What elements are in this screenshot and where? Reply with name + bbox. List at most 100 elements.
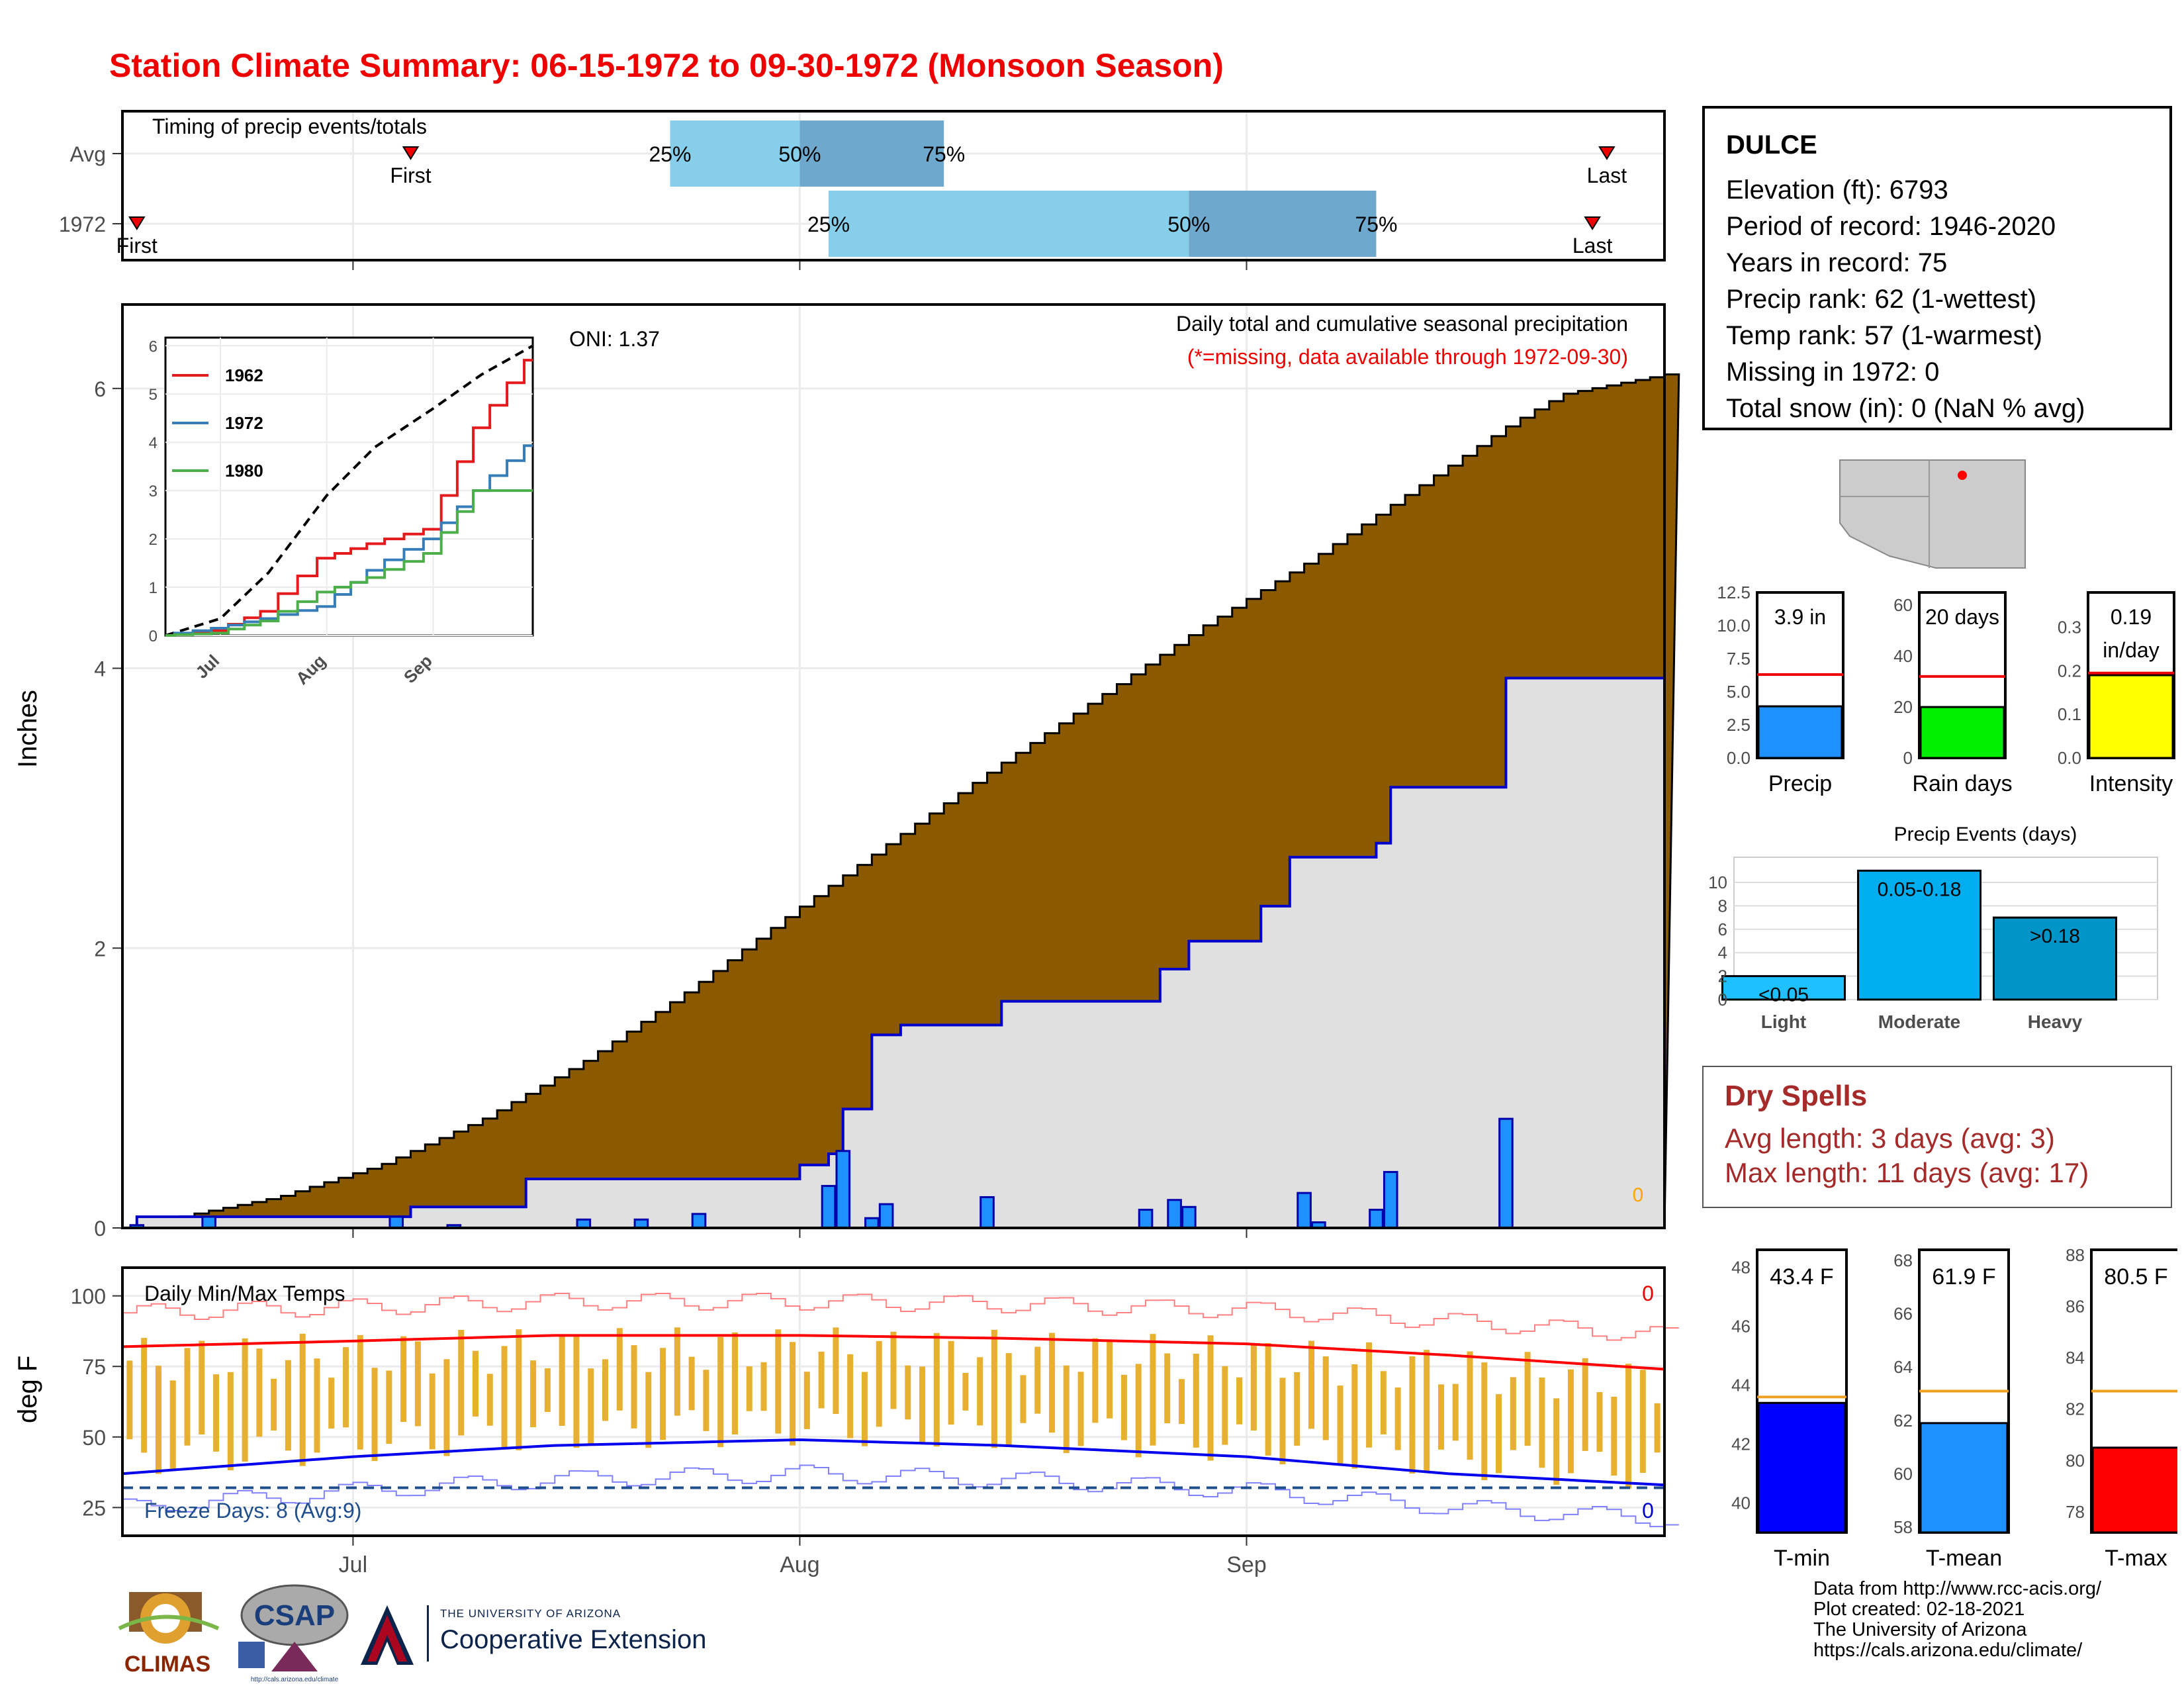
timing-iqr-lower-bar [829, 191, 1189, 257]
precip-events-bar [1857, 869, 1981, 1001]
temp-bar-y-tick-label: 46 [1731, 1317, 1751, 1336]
mini-bar-value [1919, 706, 2005, 759]
station-elevation: Elevation (ft): 6793 [1726, 175, 1948, 205]
temp-top-zero-label: 0 [1642, 1282, 1654, 1305]
inset-legend-label: 1962 [225, 365, 263, 385]
station-name: DULCE [1726, 130, 1817, 160]
temp-bar-value-label: 80.5 F [2104, 1264, 2167, 1289]
credit-line: https://cals.arizona.edu/climate/ [1813, 1640, 2083, 1661]
daily-precip-bar [979, 1196, 995, 1229]
oni-label: ONI: 1.37 [569, 327, 660, 351]
temp-bottom-zero-label: 0 [1642, 1499, 1654, 1523]
precip-events-bar [1993, 916, 2117, 1001]
temp-bar-y-tick-label: 62 [1893, 1411, 1913, 1430]
precip-events-category: Light [1761, 1011, 1806, 1032]
first-event-marker [128, 216, 146, 230]
inset-y-tick-label: 2 [149, 531, 158, 549]
precip-legend-line2: (*=missing, data available through 1972-… [1187, 345, 1628, 369]
temp-bars-chart: 43.4 F 40 42 44 46 48 T-min 61.9 F 58 60 62 64 66 68 T… [1731, 1245, 2177, 1571]
mini-bars-chart: 3.9 in 0.0 2.5 5.0 7.5 10.0 12.5 Precip 20 days 0… [1717, 583, 2175, 796]
mini-bar-y-tick-label: 0.0 [1727, 748, 1751, 768]
temp-bar-value [1757, 1401, 1846, 1534]
station-period: Period of record: 1946-2020 [1726, 212, 2056, 241]
inset-y-tick-label: 5 [149, 386, 158, 404]
temp-bar-value-label: 43.4 F [1770, 1264, 1833, 1289]
daily-precip-bar [691, 1213, 707, 1229]
station-location-marker [1958, 471, 1967, 480]
precip-events-category: Heavy [2028, 1011, 2083, 1032]
temp-bar-y-tick-label: 58 [1893, 1517, 1913, 1537]
temp-bar-label: T-max [2105, 1546, 2167, 1571]
inset-y-tick-label: 6 [149, 338, 158, 355]
last-event-label: Last [1587, 164, 1627, 187]
temp-bar-y-tick-label: 60 [1893, 1464, 1913, 1483]
precip-events-title: Precip Events (days) [1894, 823, 2077, 845]
inset-plot-bg [164, 336, 534, 637]
temp-bar-label: T-min [1774, 1546, 1830, 1571]
precip-events-bar-label: >0.18 [2030, 925, 2080, 947]
inset-y-tick-label: 3 [149, 483, 158, 500]
temp-bar-value-label: 61.9 F [1932, 1264, 1995, 1289]
temp-bar-y-tick-label: 44 [1731, 1376, 1751, 1395]
last-event-marker [1584, 216, 1601, 230]
precip-events-y-tick-label: 10 [1708, 872, 1727, 892]
timing-q50-label: 50% [778, 142, 821, 166]
credit-line: The University of Arizona [1813, 1619, 2027, 1640]
precip-chart: 0 2 4 6 Daily total and cumulative seasonal … [94, 303, 1680, 1241]
credits: Data from http://www.rcc-acis.org/ Plot … [1813, 1579, 2101, 1661]
daily-precip-bar [201, 1215, 216, 1229]
mini-bar-value [1757, 705, 1843, 759]
avg-max-temp-line [122, 1334, 1665, 1371]
mini-bar-y-tick-label: 12.5 [1717, 583, 1751, 602]
mini-bar-y-tick-label: 10.0 [1717, 616, 1751, 635]
ua-divider [427, 1605, 429, 1662]
timing-q25-label: 25% [649, 142, 691, 166]
temp-bar-y-tick-label: 40 [1731, 1493, 1751, 1513]
mini-bar-value-label: in/day [2103, 638, 2159, 662]
mini-bar-label: Intensity [2089, 771, 2173, 796]
temp-bar-value [2091, 1446, 2177, 1534]
temp-bar-y-tick-label: 84 [2066, 1348, 2085, 1368]
temp-chart: 25 50 75 100 Daily Min/Max Temps Freeze Days:… [71, 1266, 1679, 1577]
timing-q75-label: 75% [1355, 212, 1397, 236]
mini-bar-y-tick-label: 20 [1893, 697, 1913, 717]
precip-events-bar-label: <0.05 [1758, 984, 1809, 1006]
timing-plot-border [121, 110, 1666, 261]
timing-iqr-upper-bar [799, 120, 944, 187]
dry-spells-max: Max length: 11 days (avg: 17) [1725, 1157, 2089, 1188]
temp-bar-y-tick-label: 88 [2066, 1245, 2085, 1265]
mini-bar-y-tick-label: 2.5 [1727, 715, 1751, 735]
temp-bar-label: T-mean [1926, 1546, 2002, 1571]
precip-plot-border [121, 303, 1666, 1229]
precip-events-y-tick-label: 0 [1718, 990, 1727, 1009]
last-event-label: Last [1572, 234, 1613, 258]
daily-precip-bar [821, 1185, 837, 1229]
climas-logo: CLIMAS [118, 1592, 220, 1677]
temp-bar-y-tick-label: 78 [2066, 1502, 2085, 1522]
inset-series-line [165, 489, 533, 637]
temp-y-tick-label: 50 [82, 1426, 106, 1450]
last-event-marker [1598, 146, 1615, 160]
dry-spells-box: Dry Spells Avg length: 3 days (avg: 3) M… [1702, 1066, 2172, 1208]
temp-y-tick-label: 100 [71, 1285, 106, 1309]
temp-bar-y-tick-label: 82 [2066, 1399, 2085, 1419]
ua-logo [361, 1605, 414, 1665]
locator-map [1839, 459, 2026, 569]
inset-legend-label: 1980 [225, 461, 263, 481]
mini-bar-y-tick-label: 0.0 [2058, 748, 2081, 768]
daily-precip-bar [835, 1150, 851, 1229]
record-min-line [122, 1464, 1679, 1528]
ua-line1: THE UNIVERSITY OF ARIZONA [440, 1607, 621, 1620]
precip-events-y-tick-label: 6 [1718, 919, 1727, 939]
temp-panel-title: Daily Min/Max Temps [144, 1282, 345, 1305]
daily-precip-bar [1181, 1205, 1197, 1229]
inset-legend-label: 1972 [225, 413, 263, 433]
timing-q25-label: 25% [807, 212, 850, 236]
inset-y-tick-label: 1 [149, 579, 158, 597]
mini-bar-value [2088, 674, 2174, 759]
precip-y-tick-label: 6 [94, 377, 106, 401]
temp-y-tick-label: 75 [82, 1355, 106, 1379]
timing-iqr-upper-bar [1189, 191, 1377, 257]
csap-logo: CSAP http://cals.arizona.edu/climate [238, 1584, 349, 1683]
